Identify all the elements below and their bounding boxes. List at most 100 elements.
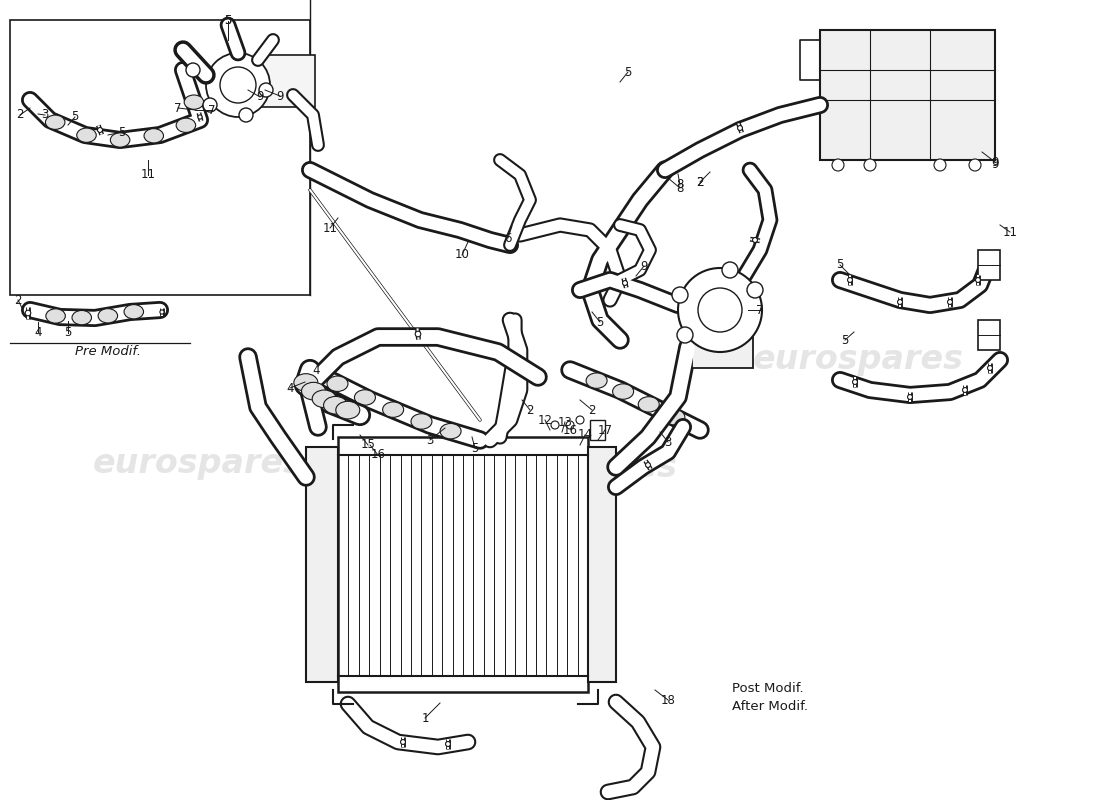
Circle shape [947,299,953,305]
Text: 7: 7 [208,103,216,117]
Ellipse shape [144,129,164,143]
Text: 5: 5 [72,110,79,123]
Ellipse shape [45,115,65,130]
Ellipse shape [176,118,196,133]
Circle shape [646,462,650,467]
Text: 9: 9 [640,259,648,273]
Circle shape [864,159,876,171]
Ellipse shape [411,414,432,429]
Ellipse shape [77,128,96,142]
Text: 5: 5 [471,442,478,454]
Circle shape [446,742,451,746]
Ellipse shape [124,305,143,319]
Text: 16: 16 [562,423,578,437]
Text: 9: 9 [991,155,999,169]
Text: 7: 7 [757,303,763,317]
Circle shape [239,108,253,122]
Circle shape [988,366,992,370]
Text: 2: 2 [696,175,704,189]
Text: 4: 4 [286,382,294,394]
Ellipse shape [323,397,348,414]
Circle shape [747,282,763,298]
Text: 5: 5 [224,14,232,27]
Text: 5: 5 [119,126,125,138]
Text: 5: 5 [64,326,72,339]
Circle shape [415,331,421,337]
Ellipse shape [383,402,404,418]
Text: 12: 12 [538,414,552,426]
Circle shape [220,67,256,103]
Ellipse shape [327,376,348,391]
Ellipse shape [664,410,685,425]
Circle shape [752,238,758,242]
Circle shape [976,278,980,282]
Text: eurospares: eurospares [466,451,678,485]
Circle shape [566,421,574,429]
Text: 7: 7 [174,102,182,114]
Bar [978,250,1000,280]
Text: 8: 8 [676,182,684,194]
Text: 4: 4 [34,326,42,338]
Circle shape [847,278,852,282]
Bar [978,320,1000,350]
Circle shape [672,287,688,303]
Text: 13: 13 [558,415,572,429]
Circle shape [160,310,164,314]
Ellipse shape [98,309,118,323]
Circle shape [206,53,270,117]
Bar [590,420,605,440]
Text: 14: 14 [578,429,593,442]
Text: 3: 3 [42,109,48,122]
Text: 11: 11 [1002,226,1018,238]
Ellipse shape [613,384,634,399]
Circle shape [576,416,584,424]
Text: 2: 2 [16,109,24,122]
Text: Post Modif.
After Modif.: Post Modif. After Modif. [732,682,807,713]
Text: 2: 2 [696,175,704,189]
Ellipse shape [184,95,204,110]
Circle shape [98,127,102,133]
Circle shape [678,268,762,352]
Circle shape [623,281,627,286]
Text: 5: 5 [842,334,849,346]
Text: 8: 8 [676,178,684,191]
Text: 10: 10 [454,249,470,262]
Text: 6: 6 [504,231,512,245]
Text: 5: 5 [836,258,844,271]
Text: 2: 2 [588,403,596,417]
Ellipse shape [354,390,375,405]
Ellipse shape [312,390,337,408]
Text: 1: 1 [421,711,429,725]
Text: 5: 5 [224,14,232,27]
Text: 4: 4 [312,363,320,377]
FancyBboxPatch shape [692,327,754,368]
Text: 9: 9 [991,158,999,171]
Ellipse shape [301,382,326,400]
Ellipse shape [638,397,659,412]
Circle shape [962,387,968,393]
Circle shape [934,159,946,171]
Circle shape [186,63,200,77]
Text: 9: 9 [256,90,264,103]
Text: 17: 17 [597,423,613,437]
Bar [306,447,338,682]
Text: 11: 11 [141,169,155,182]
Circle shape [832,159,844,171]
Circle shape [204,98,217,112]
Text: 2: 2 [526,403,534,417]
Text: 16: 16 [371,449,385,462]
Ellipse shape [440,423,461,439]
Circle shape [908,394,913,399]
Text: eurospares: eurospares [752,343,964,377]
Text: 9: 9 [276,90,284,102]
Text: 3: 3 [664,435,672,449]
Ellipse shape [110,133,130,147]
Bar [10,20,310,295]
Circle shape [551,421,559,429]
Ellipse shape [72,310,91,325]
Text: Pre Modif.: Pre Modif. [75,345,141,358]
Text: 5: 5 [596,315,604,329]
Text: 18: 18 [661,694,675,706]
Bar [338,437,588,692]
Ellipse shape [294,374,318,391]
